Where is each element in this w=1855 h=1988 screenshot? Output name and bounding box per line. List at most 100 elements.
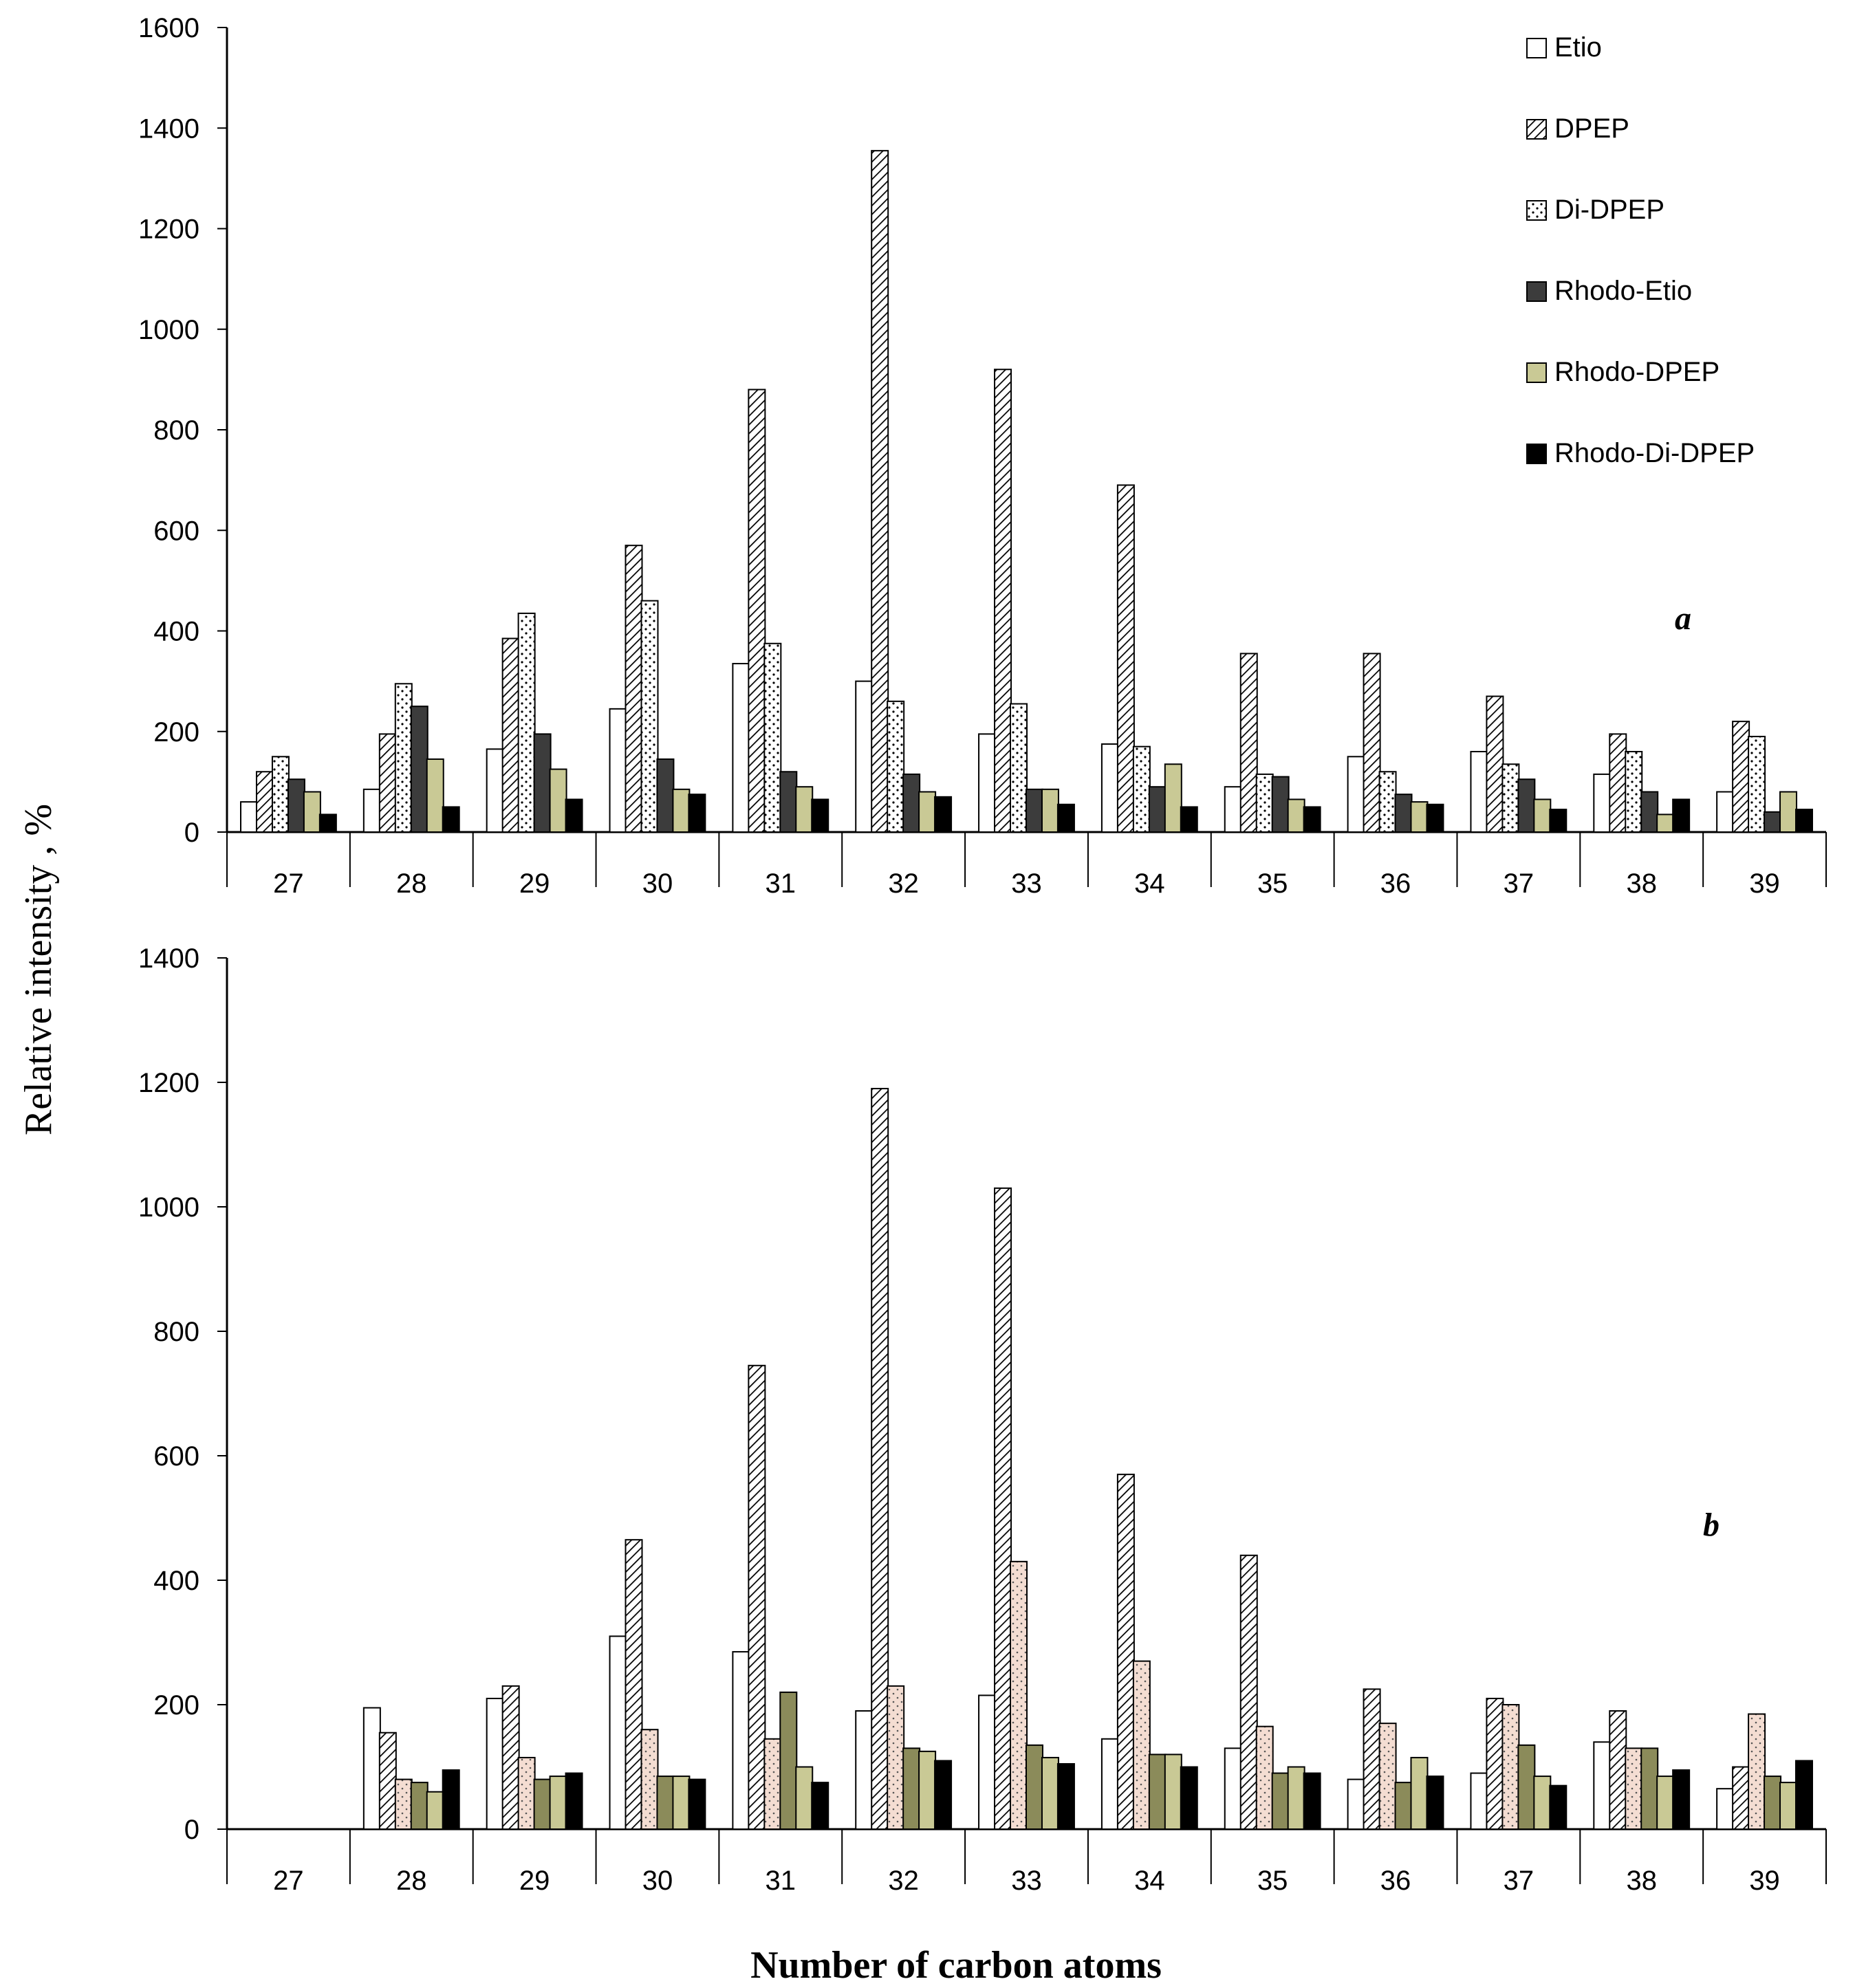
panel-b-bar-dpep-28 — [378, 1732, 397, 1831]
panel-a-bar-rhodo-di-dpep-30 — [688, 794, 706, 833]
panel-a-x-tick-label: 28 — [396, 869, 427, 899]
legend: Etio DPEP Di-DPEP Rhodo-Etio Rhodo-DPEP Rhodo… — [1526, 32, 1755, 468]
panel-b-bar-di-dpep-37 — [1501, 1704, 1520, 1830]
panel-b-bar-dpep-35 — [1239, 1554, 1258, 1831]
panel-a-bar-di-dpep-27 — [271, 756, 290, 833]
panel-a-bar-rhodo-etio-33 — [1025, 788, 1043, 833]
panel-a-bar-rhodo-etio-37 — [1517, 778, 1536, 833]
panel-b-x-tick-label: 38 — [1626, 1866, 1657, 1896]
panel-a-x-tick-label: 32 — [888, 869, 919, 899]
panel-a-bar-rhodo-etio-31 — [779, 771, 798, 833]
panel-a-x-tick-label: 35 — [1257, 869, 1288, 899]
panel-b-bar-dpep-33 — [994, 1187, 1012, 1830]
panel-b-bar-etio-37 — [1470, 1772, 1488, 1831]
panel-b-x-tick-label: 27 — [273, 1866, 304, 1896]
panel-a-bar-rhodo-dpep-27 — [303, 791, 321, 833]
panel-a-bar-rhodo-dpep-35 — [1287, 798, 1305, 833]
panel-b-y-tick-label: 400 — [153, 1566, 199, 1596]
panel-b-bar-etio-33 — [978, 1694, 997, 1831]
panel-b-bar-rhodo-etio-36 — [1394, 1782, 1413, 1830]
panel-a-bar-di-dpep-30 — [640, 600, 659, 833]
panel-b-bar-rhodo-dpep-29 — [549, 1776, 567, 1830]
panel-b-bar-etio-38 — [1593, 1741, 1612, 1831]
panel-a-bar-di-dpep-28 — [394, 683, 413, 833]
panel-b-bar-rhodo-dpep-39 — [1779, 1782, 1798, 1830]
panel-a-bar-rhodo-dpep-37 — [1533, 798, 1552, 833]
panel-b-y-tick-label: 200 — [153, 1690, 199, 1721]
panel-a-bar-rhodo-di-dpep-33 — [1056, 803, 1075, 833]
panel-b-bar-rhodo-di-dpep-36 — [1426, 1776, 1444, 1830]
panel-b-label: b — [1703, 1507, 1720, 1543]
panel-a-x-tick-label: 34 — [1134, 869, 1165, 899]
panel-b-bar-di-dpep-38 — [1625, 1747, 1643, 1831]
panel-a-bar-etio-37 — [1470, 751, 1488, 833]
panel-a-bar-dpep-28 — [378, 733, 397, 833]
panel-b-bar-di-dpep-28 — [394, 1778, 413, 1831]
panel-a-bar-etio-39 — [1716, 791, 1735, 833]
panel-a-x-tick-label: 33 — [1011, 869, 1042, 899]
panel-a-bar-rhodo-di-dpep-28 — [442, 806, 460, 833]
panel-a-bar-rhodo-dpep-29 — [549, 768, 567, 833]
panel-a-y-tick-label: 800 — [153, 415, 199, 446]
panel-b-bar-di-dpep-39 — [1748, 1713, 1766, 1830]
panel-a-bar-di-dpep-31 — [763, 642, 782, 833]
panel-a-bar-dpep-30 — [625, 545, 643, 833]
panel-a-bar-dpep-32 — [871, 150, 889, 833]
panel-b-bar-rhodo-di-dpep-32 — [934, 1760, 953, 1830]
chart-panel-b: 0 200 400 600 800 1000 1200 1400 27 28 29 30 31 32 33 3… — [138, 943, 1827, 1896]
panel-b-bar-di-dpep-33 — [1010, 1560, 1028, 1831]
panel-b-bar-rhodo-dpep-32 — [918, 1750, 937, 1830]
panel-b-bar-rhodo-etio-29 — [533, 1778, 552, 1831]
panel-b-bar-rhodo-dpep-28 — [426, 1791, 444, 1830]
panel-a-bar-rhodo-di-dpep-29 — [565, 798, 583, 833]
panel-a-bar-dpep-38 — [1609, 733, 1627, 833]
panel-a-bar-rhodo-etio-29 — [533, 733, 552, 833]
panel-b-y-tick-label: 1200 — [138, 1068, 199, 1098]
panel-b-bar-etio-28 — [362, 1707, 381, 1830]
panel-a-bar-rhodo-dpep-31 — [795, 786, 814, 833]
panel-a-bar-rhodo-etio-38 — [1640, 791, 1659, 833]
panel-a-bar-rhodo-etio-30 — [656, 758, 675, 833]
panel-b-bar-rhodo-dpep-31 — [795, 1766, 814, 1830]
panel-a-bar-di-dpep-39 — [1748, 736, 1766, 833]
legend-label-rhodo-etio: Rhodo-Etio — [1554, 276, 1692, 306]
panel-a-bar-etio-27 — [240, 801, 258, 833]
panel-b-bar-rhodo-di-dpep-28 — [442, 1769, 460, 1830]
panel-b-bar-rhodo-dpep-38 — [1656, 1776, 1675, 1830]
panel-a-bar-dpep-37 — [1486, 695, 1504, 833]
panel-a-bar-dpep-36 — [1363, 653, 1381, 833]
panel-a-bar-rhodo-di-dpep-39 — [1795, 809, 1813, 833]
panel-b-bar-rhodo-etio-28 — [410, 1782, 429, 1830]
panel-a-bar-etio-31 — [732, 663, 750, 833]
panel-b-bar-rhodo-di-dpep-35 — [1303, 1772, 1321, 1831]
panel-b-y-tick-label: 600 — [153, 1441, 199, 1472]
panel-b-bar-rhodo-etio-30 — [656, 1776, 675, 1830]
panel-a-x-tick-label: 29 — [519, 869, 550, 899]
panel-b-bar-di-dpep-30 — [640, 1729, 659, 1830]
panel-a-y-tick-label: 1200 — [138, 215, 199, 245]
panel-a-y-tick-label: 200 — [153, 717, 199, 747]
panel-b-y-tick-label: 0 — [184, 1815, 199, 1845]
panel-b-bar-etio-34 — [1100, 1738, 1119, 1830]
panel-a-x-tick-label: 36 — [1380, 869, 1411, 899]
panel-a-x-tick-label: 31 — [766, 869, 796, 899]
panel-a-x-tick-label: 30 — [642, 869, 673, 899]
panel-b-bar-rhodo-dpep-35 — [1287, 1766, 1305, 1830]
panel-a-bar-di-dpep-38 — [1625, 751, 1643, 833]
panel-b-bar-di-dpep-29 — [517, 1756, 536, 1831]
panel-b-bar-dpep-37 — [1486, 1697, 1504, 1830]
panel-b-bar-rhodo-etio-35 — [1271, 1772, 1290, 1831]
panel-a-bar-di-dpep-29 — [517, 612, 536, 833]
panel-a-bar-di-dpep-33 — [1010, 703, 1028, 833]
panel-b-bar-di-dpep-34 — [1132, 1660, 1151, 1830]
panel-b-bar-dpep-34 — [1116, 1474, 1135, 1830]
panel-b-bar-etio-29 — [486, 1697, 504, 1830]
panel-b-bar-dpep-36 — [1363, 1688, 1381, 1830]
panel-a-bar-rhodo-etio-35 — [1271, 776, 1290, 833]
panel-b-x-tick-label: 31 — [766, 1866, 796, 1896]
panel-a-bar-di-dpep-35 — [1255, 773, 1274, 833]
panel-a-x-tick-label: 38 — [1626, 869, 1657, 899]
panel-b-bar-etio-39 — [1716, 1788, 1735, 1831]
panel-a-bar-rhodo-dpep-30 — [672, 788, 691, 833]
